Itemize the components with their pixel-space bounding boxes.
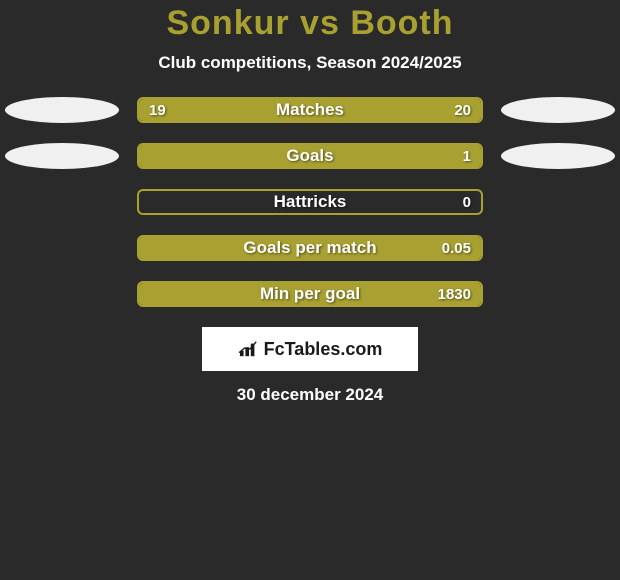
- subtitle: Club competitions, Season 2024/2025: [0, 53, 620, 73]
- stat-bar-label: Min per goal: [139, 283, 481, 305]
- stat-rows: Matches19 20 Goals1 Hattricks0 Goals per mat…: [0, 97, 620, 307]
- stat-bar: Hattricks0: [137, 189, 483, 215]
- stat-right-value: 0.05: [442, 237, 471, 259]
- stat-right-value: 1830: [438, 283, 471, 305]
- left-player-ellipse: [5, 97, 119, 123]
- stat-right-value: 1: [463, 145, 471, 167]
- stat-bar: Min per goal1830: [137, 281, 483, 307]
- stat-right-value: 0: [463, 191, 471, 213]
- left-player-ellipse: [5, 143, 119, 169]
- page-title: Sonkur vs Booth: [0, 4, 620, 43]
- right-player-ellipse: [501, 97, 615, 123]
- bar-chart-icon: [238, 340, 260, 358]
- stat-left-value: 19: [149, 99, 166, 121]
- date-line: 30 december 2024: [0, 385, 620, 405]
- stat-row: Goals1: [0, 143, 620, 169]
- brand-logo-text: FcTables.com: [264, 339, 383, 360]
- brand-logo[interactable]: FcTables.com: [202, 327, 418, 371]
- right-player-ellipse: [501, 143, 615, 169]
- stat-bar: Matches19 20: [137, 97, 483, 123]
- stat-bar-label: Hattricks: [139, 191, 481, 213]
- stat-row: Matches19 20: [0, 97, 620, 123]
- stat-bar-label: Matches: [139, 99, 481, 121]
- stat-row: Goals per match0.05: [0, 235, 620, 261]
- stat-bar-label: Goals: [139, 145, 481, 167]
- comparison-panel: Sonkur vs Booth Club competitions, Seaso…: [0, 0, 620, 405]
- stat-bar: Goals1: [137, 143, 483, 169]
- stat-row: Min per goal1830: [0, 281, 620, 307]
- stat-right-value: 20: [454, 99, 471, 121]
- stat-row: Hattricks0: [0, 189, 620, 215]
- stat-bar-label: Goals per match: [139, 237, 481, 259]
- stat-bar: Goals per match0.05: [137, 235, 483, 261]
